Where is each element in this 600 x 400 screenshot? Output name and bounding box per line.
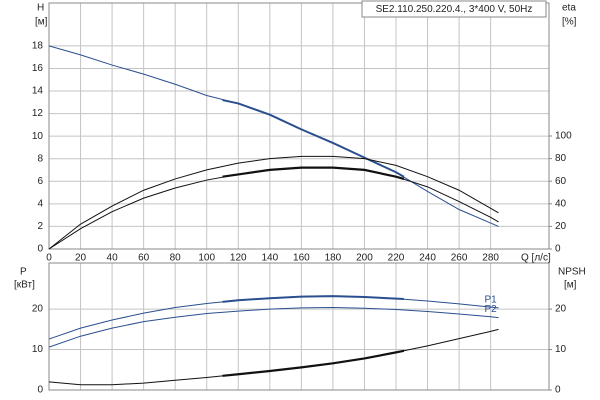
y2-tick-label: 100 <box>555 131 572 142</box>
chart-title: SE2.110.250.220.4., 3*400 V, 50Hz <box>376 4 533 15</box>
x-tick-label: 200 <box>356 253 373 264</box>
x-tick-label: 20 <box>75 253 87 264</box>
plot-frame <box>48 2 550 250</box>
y2-axis-unit: [м] <box>564 280 577 291</box>
y-tick-label: 10 <box>32 344 44 355</box>
y-tick-label: 6 <box>37 176 43 187</box>
y2-tick-label: 0 <box>555 385 561 396</box>
series-line <box>222 99 405 178</box>
series-line <box>222 349 405 377</box>
y-tick-label: 8 <box>37 153 43 164</box>
x-tick-label: 140 <box>261 253 278 264</box>
x-axis-label: Q [л/с] <box>521 253 551 264</box>
plot-frame <box>48 262 550 391</box>
x-tick-label: 180 <box>325 253 342 264</box>
x-tick-label: 160 <box>293 253 310 264</box>
series-label: P1 <box>485 295 498 306</box>
y-tick-label: 0 <box>37 385 43 396</box>
x-tick-label: 100 <box>198 253 215 264</box>
x-tick-label: 60 <box>138 253 150 264</box>
x-tick-label: 220 <box>388 253 405 264</box>
y-axis-unit: [м] <box>35 17 48 28</box>
y-tick-label: 10 <box>32 131 44 142</box>
y-tick-label: 4 <box>37 199 43 210</box>
y-axis-label: H <box>37 3 44 14</box>
series-line <box>48 155 499 250</box>
y2-tick-label: 80 <box>555 153 567 164</box>
y2-tick-label: 0 <box>555 244 561 255</box>
y2-tick-label: 60 <box>555 176 567 187</box>
y-tick-label: 18 <box>32 41 44 52</box>
y2-tick-label: 40 <box>555 198 567 209</box>
x-tick-label: 80 <box>170 253 182 264</box>
series-line <box>222 295 404 303</box>
y2-tick-label: 10 <box>555 344 567 355</box>
y2-tick-label: 20 <box>555 221 567 232</box>
y-tick-label: 14 <box>32 86 44 97</box>
x-tick-label: 240 <box>419 253 436 264</box>
y2-axis-label: eta <box>562 3 576 14</box>
y2-tick-label: 20 <box>555 304 567 315</box>
series-line <box>48 295 499 340</box>
x-tick-label: 260 <box>451 253 468 264</box>
series-line <box>48 167 499 250</box>
x-tick-label: 0 <box>46 253 52 264</box>
series-line <box>48 306 499 348</box>
title-box <box>361 0 547 18</box>
y-tick-label: 16 <box>32 63 44 74</box>
x-tick-label: 40 <box>107 253 119 264</box>
series-line <box>222 166 405 180</box>
y-tick-label: 20 <box>32 304 44 315</box>
series-label: P2 <box>485 304 498 315</box>
y-axis-unit: [кВт] <box>14 280 35 291</box>
x-tick-label: 120 <box>230 253 247 264</box>
x-tick-label: 280 <box>482 253 499 264</box>
y2-axis-unit: [%] <box>562 17 577 28</box>
y-tick-label: 2 <box>37 221 43 232</box>
series-line <box>48 328 499 386</box>
y2-axis-label: NPSH <box>558 267 586 278</box>
y-tick-label: 0 <box>37 244 43 255</box>
y-axis-label: P <box>20 267 27 278</box>
y-tick-label: 12 <box>32 108 44 119</box>
